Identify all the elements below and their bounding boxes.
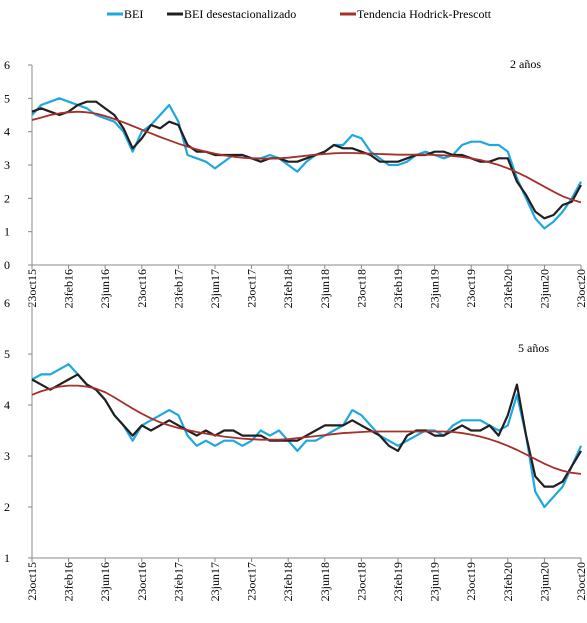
x-tick-label: 23oct15 bbox=[25, 269, 39, 308]
x-tick-label: 23feb16 bbox=[62, 269, 76, 308]
x-tick-label: 23jun18 bbox=[318, 562, 332, 601]
y-tick-label: 5 bbox=[4, 91, 10, 105]
legend-label: BEI desestacionalizado bbox=[184, 7, 296, 21]
y-tick-label: 3 bbox=[4, 158, 10, 172]
x-tick-label: 23jun19 bbox=[428, 562, 442, 601]
x-tick-label: 23feb20 bbox=[501, 562, 515, 601]
x-tick-label: 23oct15 bbox=[25, 562, 39, 601]
y-tick-label: 5 bbox=[4, 347, 10, 361]
x-tick-label: 23feb18 bbox=[281, 269, 295, 308]
y-tick-label: 6 bbox=[4, 296, 10, 310]
x-tick-label: 23oct20 bbox=[574, 562, 587, 601]
x-tick-label: 23oct17 bbox=[245, 269, 259, 308]
x-tick-label: 23jun20 bbox=[537, 562, 551, 601]
legend-label: BEI bbox=[124, 7, 143, 21]
x-tick-label: 23oct18 bbox=[354, 562, 368, 601]
y-tick-label: 0 bbox=[4, 258, 10, 272]
series-line bbox=[31, 97, 582, 230]
x-tick-label: 23oct20 bbox=[574, 269, 587, 308]
x-tick-label: 23jun19 bbox=[428, 269, 442, 308]
y-tick-label: 4 bbox=[4, 398, 10, 412]
x-tick-label: 23oct19 bbox=[464, 562, 478, 601]
x-tick-label: 23feb17 bbox=[171, 562, 185, 601]
y-tick-label: 3 bbox=[4, 449, 10, 463]
x-tick-label: 23jun16 bbox=[98, 562, 112, 601]
x-tick-label: 23feb16 bbox=[62, 562, 76, 601]
y-tick-label: 1 bbox=[4, 551, 10, 565]
x-tick-label: 23oct16 bbox=[135, 562, 149, 601]
x-tick-label: 23jun17 bbox=[208, 562, 222, 601]
x-tick-label: 23oct17 bbox=[245, 562, 259, 601]
panel-annotation: 5 años bbox=[518, 341, 549, 355]
x-tick-label: 23feb20 bbox=[501, 269, 515, 308]
x-tick-label: 23feb18 bbox=[281, 562, 295, 601]
x-tick-label: 23jun17 bbox=[208, 269, 222, 308]
panel-annotation: 2 años bbox=[510, 57, 541, 71]
x-tick-label: 23oct16 bbox=[135, 269, 149, 308]
series-line bbox=[31, 110, 582, 204]
y-tick-label: 1 bbox=[4, 225, 10, 239]
x-tick-label: 23feb17 bbox=[171, 269, 185, 308]
x-tick-label: 23feb19 bbox=[391, 269, 405, 308]
x-tick-label: 23oct19 bbox=[464, 269, 478, 308]
legend-label: Tendencia Hodrick-Prescott bbox=[357, 7, 492, 21]
y-tick-label: 6 bbox=[4, 58, 10, 72]
x-tick-label: 23jun16 bbox=[98, 269, 112, 308]
y-tick-label: 4 bbox=[4, 125, 10, 139]
x-tick-label: 23jun18 bbox=[318, 269, 332, 308]
series-line bbox=[31, 373, 582, 488]
y-tick-label: 2 bbox=[4, 500, 10, 514]
series-line bbox=[31, 384, 582, 475]
x-tick-label: 23jun20 bbox=[537, 269, 551, 308]
y-tick-label: 2 bbox=[4, 191, 10, 205]
x-tick-label: 23oct18 bbox=[354, 269, 368, 308]
x-tick-label: 23feb19 bbox=[391, 562, 405, 601]
